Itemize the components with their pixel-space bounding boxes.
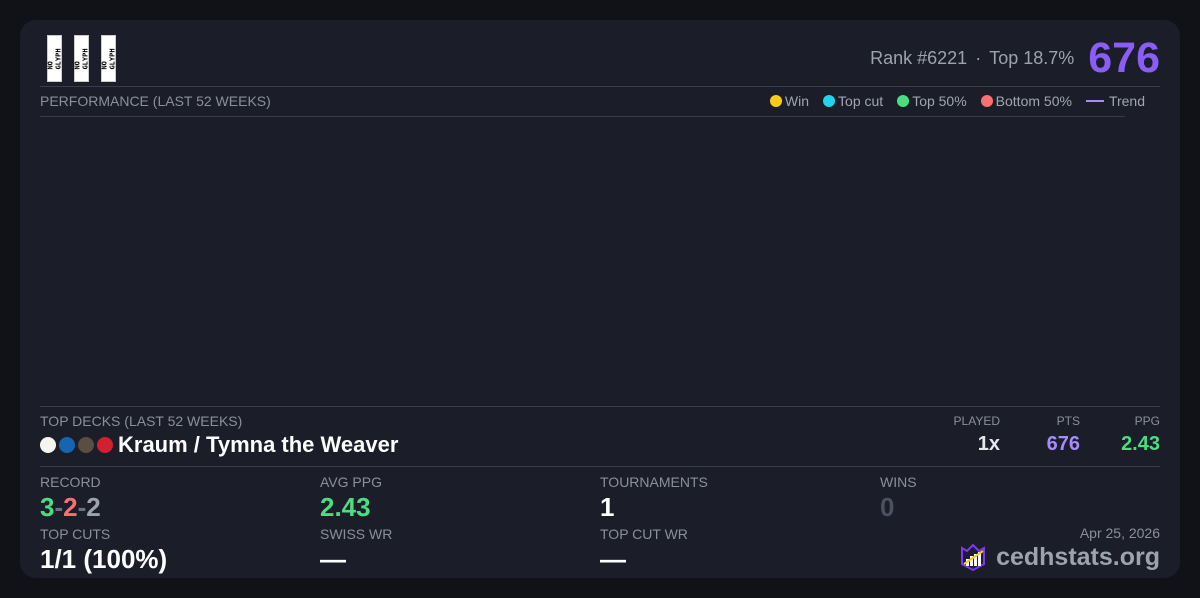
black-mana-pip-icon <box>78 437 94 453</box>
deck-pts: 676 <box>1046 433 1080 455</box>
trend-line-icon <box>1085 100 1104 102</box>
top-cuts-label: TOP CUTS <box>40 526 111 542</box>
glyph-text: NO GLYPH <box>73 47 90 70</box>
top-cut-dot-icon <box>823 95 836 107</box>
performance-title: PERFORMANCE (LAST 52 WEEKS) <box>40 93 271 109</box>
commander-glyph-placeholder: NO GLYPH <box>46 35 63 82</box>
legend-trend: Trend <box>1085 93 1145 109</box>
record-label: RECORD <box>40 474 101 490</box>
divider <box>40 466 1160 467</box>
legend-label: Top cut <box>838 93 884 109</box>
deck-ppg: 2.43 <box>1121 433 1160 455</box>
tournaments-label: TOURNAMENTS <box>600 474 708 490</box>
legend-label: Top 50% <box>912 93 967 109</box>
wins-label: WINS <box>880 474 917 490</box>
legend-top-50: Top 50% <box>897 93 967 109</box>
blue-mana-pip-icon <box>59 437 75 453</box>
commander-glyph-placeholder: NO GLYPH <box>100 35 117 82</box>
wins-value: 0 <box>880 492 895 522</box>
glyph-text: NO GLYPH <box>100 47 117 70</box>
deck-name: Kraum / Tymna the Weaver <box>118 432 399 457</box>
legend-label: Bottom 50% <box>995 93 1072 109</box>
pts-header: PTS <box>1056 414 1080 428</box>
brand[interactable]: cedhstats.org <box>958 542 1160 572</box>
commander-glyph-placeholder: NO GLYPH <box>73 35 90 82</box>
separator: · <box>975 48 982 68</box>
legend-win: Win <box>769 93 810 109</box>
win-dot-icon <box>769 95 782 107</box>
top-cuts-value: 1/1 (100%) <box>40 544 168 574</box>
cedhstats-logo-icon <box>961 543 986 572</box>
rank-summary: Rank #6221 · Top 18.7% 676 <box>870 34 1160 83</box>
swiss-wr-value: — <box>320 544 346 574</box>
divider <box>40 116 1125 117</box>
top-cut-wr-label: TOP CUT WR <box>600 526 688 542</box>
divider <box>40 86 1160 87</box>
deck-row[interactable]: Kraum / Tymna the Weaver <box>40 432 398 458</box>
player-card: NO GLYPH NO GLYPH NO GLYPH Rank #6221 · … <box>20 20 1180 578</box>
rank-text: Rank #6221 <box>870 48 968 68</box>
tournaments-value: 1 <box>600 492 615 522</box>
divider <box>40 406 1160 407</box>
record-losses: 2 <box>63 492 78 522</box>
avg-ppg-label: AVG PPG <box>320 474 382 490</box>
top-percent: Top 18.7% <box>989 48 1075 68</box>
brand-name: cedhstats.org <box>996 542 1160 571</box>
record-sep: - <box>54 492 64 522</box>
performance-chart-area <box>40 117 1125 406</box>
record-draws: 2 <box>86 492 101 522</box>
glyph-text: NO GLYPH <box>46 47 63 70</box>
record-sep: - <box>77 492 87 522</box>
top-50-dot-icon <box>897 95 910 107</box>
record-value: 3-2-2 <box>40 492 101 523</box>
bottom-50-dot-icon <box>980 95 993 107</box>
score: 676 <box>1088 34 1160 82</box>
played-header: PLAYED <box>953 414 1000 428</box>
white-mana-pip-icon <box>40 437 56 453</box>
record-wins: 3 <box>40 492 55 522</box>
legend-bottom-50: Bottom 50% <box>980 93 1072 109</box>
avg-ppg-value: 2.43 <box>320 492 371 522</box>
legend-top-cut: Top cut <box>823 93 883 109</box>
chart-legend: Win Top cut Top 50% Bottom 50% Trend <box>769 93 1145 109</box>
top-decks-title: TOP DECKS (LAST 52 WEEKS) <box>40 413 243 429</box>
date: Apr 25, 2026 <box>1079 525 1160 541</box>
swiss-wr-label: SWISS WR <box>320 526 393 542</box>
top-cut-wr-value: — <box>600 544 626 574</box>
red-mana-pip-icon <box>97 437 113 453</box>
ppg-header: PPG <box>1134 414 1160 428</box>
legend-label: Trend <box>1108 93 1145 109</box>
deck-played: 1x <box>977 433 1000 455</box>
legend-label: Win <box>784 93 810 109</box>
